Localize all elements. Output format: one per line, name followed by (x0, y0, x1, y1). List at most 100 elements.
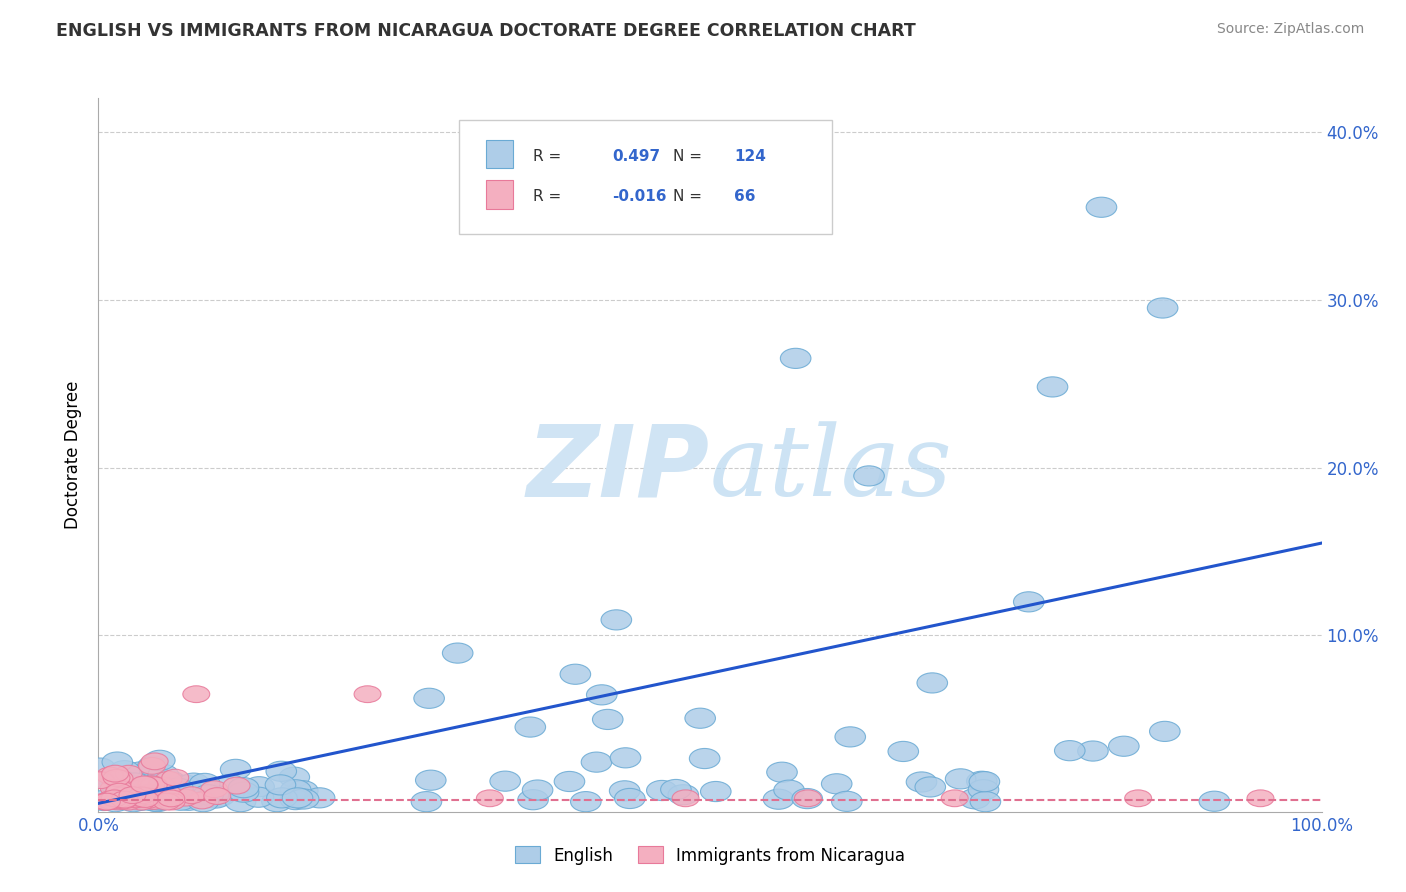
Ellipse shape (215, 774, 245, 795)
Ellipse shape (288, 780, 318, 801)
Ellipse shape (198, 785, 229, 805)
Ellipse shape (792, 789, 823, 809)
Ellipse shape (266, 775, 295, 795)
Ellipse shape (120, 773, 150, 793)
Ellipse shape (100, 780, 127, 797)
Text: 0.497: 0.497 (612, 149, 661, 164)
Ellipse shape (661, 780, 692, 799)
Ellipse shape (84, 758, 115, 778)
Ellipse shape (416, 770, 446, 790)
Text: Source: ZipAtlas.com: Source: ZipAtlas.com (1216, 22, 1364, 37)
Ellipse shape (224, 777, 250, 794)
Ellipse shape (131, 776, 157, 793)
FancyBboxPatch shape (460, 120, 832, 234)
Ellipse shape (1054, 740, 1085, 761)
Ellipse shape (120, 787, 146, 804)
Text: N =: N = (673, 149, 703, 164)
Ellipse shape (108, 784, 138, 805)
Ellipse shape (122, 791, 149, 807)
Ellipse shape (183, 686, 209, 703)
Ellipse shape (554, 772, 585, 791)
Ellipse shape (966, 772, 997, 791)
Ellipse shape (98, 770, 129, 790)
Ellipse shape (103, 787, 134, 807)
Ellipse shape (105, 770, 134, 787)
Ellipse shape (413, 689, 444, 708)
Ellipse shape (136, 784, 163, 801)
Ellipse shape (97, 767, 124, 784)
Text: ENGLISH VS IMMIGRANTS FROM NICARAGUA DOCTORATE DEGREE CORRELATION CHART: ENGLISH VS IMMIGRANTS FROM NICARAGUA DOC… (56, 22, 915, 40)
Ellipse shape (1150, 722, 1180, 741)
Ellipse shape (821, 773, 852, 794)
Ellipse shape (142, 779, 172, 799)
Ellipse shape (794, 790, 821, 806)
Ellipse shape (128, 787, 156, 804)
Ellipse shape (100, 791, 131, 812)
Text: ZIP: ZIP (527, 421, 710, 517)
Ellipse shape (278, 767, 309, 788)
Ellipse shape (138, 786, 165, 803)
Ellipse shape (831, 791, 862, 812)
Ellipse shape (581, 752, 612, 772)
Ellipse shape (143, 782, 173, 803)
Ellipse shape (689, 748, 720, 769)
Ellipse shape (97, 790, 125, 807)
Text: atlas: atlas (710, 422, 953, 516)
Ellipse shape (110, 787, 141, 806)
Ellipse shape (853, 466, 884, 486)
Ellipse shape (672, 790, 699, 806)
Ellipse shape (179, 773, 209, 793)
Ellipse shape (907, 772, 936, 792)
Ellipse shape (110, 791, 136, 808)
Ellipse shape (148, 777, 174, 794)
Ellipse shape (221, 759, 250, 780)
Legend: English, Immigrants from Nicaragua: English, Immigrants from Nicaragua (508, 839, 912, 871)
Ellipse shape (668, 785, 699, 805)
Ellipse shape (304, 788, 335, 808)
Ellipse shape (280, 789, 311, 810)
Ellipse shape (132, 790, 163, 810)
Ellipse shape (700, 781, 731, 802)
Ellipse shape (110, 780, 136, 797)
Ellipse shape (586, 685, 617, 705)
Ellipse shape (104, 793, 131, 810)
Ellipse shape (118, 791, 149, 812)
Ellipse shape (959, 789, 990, 809)
Text: 124: 124 (734, 149, 766, 164)
Ellipse shape (153, 793, 180, 810)
Ellipse shape (179, 787, 205, 804)
Ellipse shape (1199, 791, 1230, 812)
Ellipse shape (166, 790, 195, 810)
Ellipse shape (969, 780, 998, 800)
Ellipse shape (96, 792, 122, 809)
Ellipse shape (110, 792, 138, 809)
Text: N =: N = (673, 189, 703, 204)
Ellipse shape (266, 761, 297, 781)
Ellipse shape (124, 790, 155, 811)
Ellipse shape (283, 788, 312, 808)
Ellipse shape (155, 785, 181, 802)
Ellipse shape (614, 789, 645, 808)
Ellipse shape (111, 791, 138, 808)
FancyBboxPatch shape (486, 140, 513, 168)
Ellipse shape (105, 783, 132, 800)
Ellipse shape (101, 765, 128, 782)
Ellipse shape (97, 793, 125, 809)
Ellipse shape (87, 772, 114, 789)
Ellipse shape (101, 790, 128, 806)
Ellipse shape (141, 791, 170, 812)
Ellipse shape (1147, 298, 1178, 318)
Ellipse shape (191, 788, 222, 808)
Ellipse shape (1108, 736, 1139, 756)
Ellipse shape (280, 780, 311, 800)
Ellipse shape (609, 780, 640, 801)
Ellipse shape (600, 610, 631, 630)
Ellipse shape (96, 771, 127, 791)
Ellipse shape (517, 789, 548, 810)
Ellipse shape (201, 788, 231, 808)
Ellipse shape (560, 665, 591, 684)
Ellipse shape (162, 769, 188, 786)
Ellipse shape (915, 777, 946, 797)
Ellipse shape (685, 708, 716, 728)
Ellipse shape (127, 789, 157, 810)
